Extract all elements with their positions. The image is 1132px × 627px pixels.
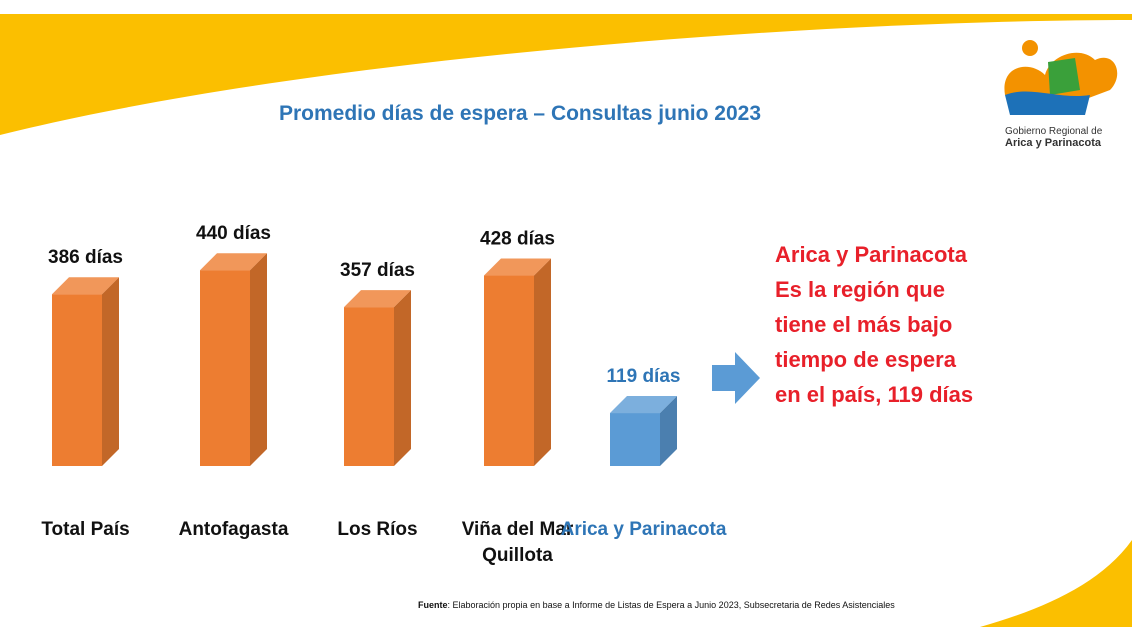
x-label-box: Antofagasta bbox=[178, 519, 289, 540]
annotation: en el país, 119 días bbox=[775, 382, 973, 407]
logo-dot bbox=[1022, 40, 1038, 56]
bar-side bbox=[394, 290, 411, 466]
value-label: 440 días bbox=[196, 223, 271, 244]
value-label: 386 días bbox=[48, 247, 123, 268]
title: Promedio días de espera – Consultas juni… bbox=[279, 102, 761, 125]
value-label: 119 días bbox=[607, 366, 681, 387]
logo-shape bbox=[1048, 58, 1080, 95]
bar-side bbox=[102, 277, 119, 466]
annotation: tiempo de espera bbox=[775, 347, 957, 372]
bar-top bbox=[52, 277, 119, 295]
annotation: Es la región que bbox=[775, 277, 945, 302]
bar-top bbox=[610, 396, 677, 414]
x-tick-label: Viña del Mar Quillota bbox=[461, 519, 574, 566]
bar-top bbox=[200, 253, 267, 271]
x-tick-label: Total País bbox=[41, 519, 130, 540]
bar bbox=[200, 270, 250, 466]
bar-side bbox=[534, 258, 551, 466]
logo-shape bbox=[1005, 91, 1090, 115]
annotation: tiene el más bajo bbox=[775, 312, 952, 337]
bar-side bbox=[250, 253, 267, 466]
x-tick-label: Los Ríos bbox=[337, 519, 418, 540]
logo-text: Gobierno Regional de bbox=[1005, 126, 1103, 137]
x-label-box: Los Ríos bbox=[337, 519, 418, 540]
bar bbox=[484, 275, 534, 466]
x-tick-label: Antofagasta bbox=[178, 519, 289, 540]
x-label-box: Total País bbox=[41, 519, 130, 540]
value-label: 357 días bbox=[340, 260, 415, 281]
source: Fuente: Elaboración propia en base a Inf… bbox=[418, 600, 895, 610]
x-label-box: Arica y Parinacota bbox=[560, 519, 727, 540]
bar bbox=[610, 413, 660, 466]
top-swoosh bbox=[0, 14, 1132, 135]
bar bbox=[344, 307, 394, 466]
arrow bbox=[712, 352, 760, 404]
x-label-box: Viña del Mar Quillota bbox=[461, 519, 574, 566]
annotation: Arica y Parinacota bbox=[775, 242, 968, 267]
source-label: Fuente bbox=[418, 600, 448, 610]
source-text: : Elaboración propia en base a Informe d… bbox=[448, 600, 896, 610]
bottom-swoosh bbox=[980, 540, 1132, 627]
logo: Gobierno Regional de Arica y Parinacota bbox=[1004, 40, 1118, 149]
logo-text: Arica y Parinacota bbox=[1005, 137, 1102, 149]
bar-top bbox=[484, 258, 551, 276]
bar bbox=[52, 294, 102, 466]
bar-side bbox=[660, 396, 677, 466]
value-label: 428 días bbox=[480, 229, 555, 250]
x-tick-label: Arica y Parinacota bbox=[560, 519, 727, 540]
bar-top bbox=[344, 290, 411, 308]
